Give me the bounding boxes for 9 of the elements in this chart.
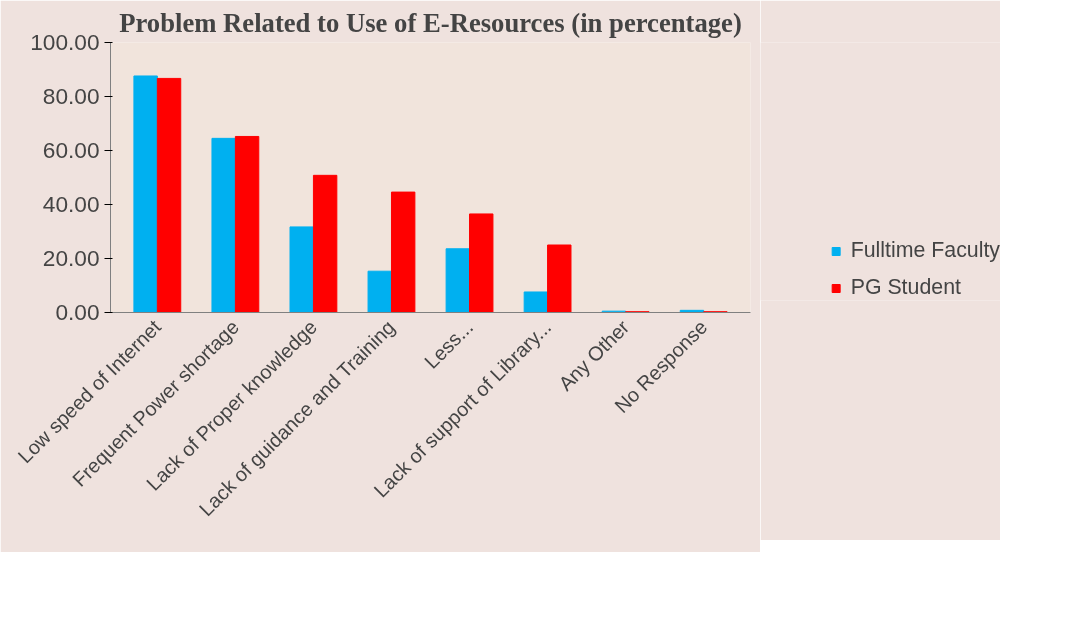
y-tick-label: 80.00 xyxy=(42,83,100,109)
y-tick-label: 40.00 xyxy=(42,191,100,217)
y-tick-label: 0.00 xyxy=(55,299,100,325)
y-tick-label: 20.00 xyxy=(42,245,100,271)
legend-label: PG Student xyxy=(850,275,961,300)
y-tick-label: 100.00 xyxy=(30,29,100,55)
chart-title: Problem Related to Use of E-Resources (in percentage) xyxy=(119,7,742,38)
legend-label: Fulltime Faculty xyxy=(850,238,1000,263)
y-tick-label: 60.00 xyxy=(42,137,100,163)
